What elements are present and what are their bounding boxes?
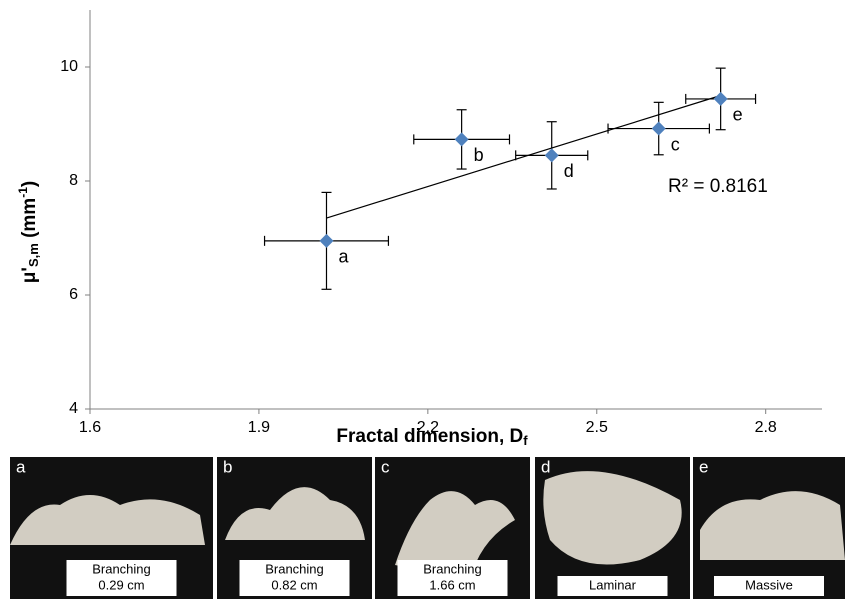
caption-box	[714, 576, 824, 596]
point-label: e	[733, 105, 743, 125]
point-label: d	[564, 161, 574, 181]
coral	[225, 487, 365, 540]
x-tick-label: 2.2	[417, 419, 439, 436]
annotation: R² = 0.8161	[668, 176, 768, 197]
caption: 0.29 cm	[98, 577, 144, 592]
x-title-main: Fractal dimension, D	[336, 426, 523, 447]
panel-letter: b	[223, 457, 232, 476]
caption: 0.82 cm	[271, 577, 317, 592]
panel-letter: d	[541, 457, 550, 476]
panel-letter: e	[699, 457, 708, 476]
point	[544, 148, 559, 163]
caption-box	[66, 560, 177, 596]
coral	[395, 491, 515, 580]
trendline	[326, 94, 721, 219]
y-title-sub: S,m	[26, 243, 41, 267]
point-label: c	[671, 134, 680, 154]
x-tick-label: 1.9	[248, 419, 270, 436]
x-tick-label: 2.8	[755, 419, 777, 436]
caption: 1.66 cm	[429, 577, 475, 592]
photo-panel: d Laminar	[535, 457, 690, 599]
panel-letter: c	[381, 457, 390, 476]
caption: Laminar	[589, 577, 637, 592]
y-tick-label: 8	[69, 172, 78, 189]
coral	[700, 491, 845, 560]
y-title-main: μ'	[19, 267, 40, 283]
y-axis-title: μ'S,m (mm-1)	[16, 181, 41, 283]
caption: Branching	[265, 561, 324, 576]
coral	[10, 495, 205, 545]
photo-panel: e Massive	[693, 457, 845, 599]
x-axis-title: Fractal dimension, Df	[336, 426, 528, 448]
panel-letter: a	[16, 457, 26, 476]
x-tick-label: 1.6	[79, 419, 101, 436]
x-title-sub: f	[523, 433, 528, 448]
caption: Massive	[745, 577, 793, 592]
coral	[543, 471, 682, 565]
caption: Branching	[423, 561, 482, 576]
y-title-unit: (mm	[19, 198, 40, 243]
x-tick-label: 2.5	[586, 419, 608, 436]
point-label: a	[338, 247, 349, 267]
point-label: b	[474, 145, 484, 165]
point	[713, 91, 728, 106]
point	[319, 233, 334, 248]
point	[651, 121, 666, 136]
y-tick-label: 10	[60, 58, 78, 75]
caption: Branching	[92, 561, 151, 576]
point	[454, 132, 469, 147]
caption-box	[397, 560, 508, 596]
caption-box	[239, 560, 350, 596]
caption-box	[557, 576, 668, 596]
y-tick-label: 6	[69, 286, 78, 303]
y-title-close: )	[19, 181, 40, 187]
y-title-sup: -1	[16, 187, 30, 198]
y-tick-label: 4	[69, 400, 78, 417]
